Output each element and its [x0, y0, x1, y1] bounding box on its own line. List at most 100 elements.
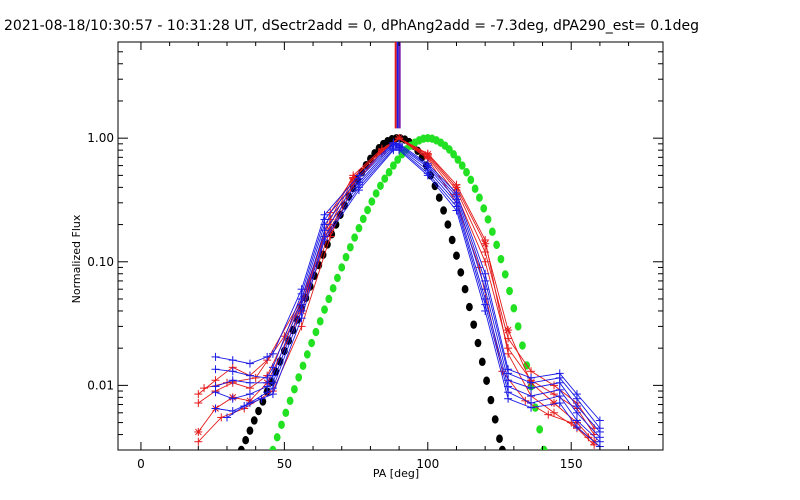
fit-dot — [255, 406, 262, 416]
series-point — [211, 365, 220, 374]
fit-dot — [381, 174, 389, 183]
peak-marker-layer — [394, 42, 401, 129]
series-point — [544, 410, 553, 419]
series-point — [228, 376, 237, 385]
fit-dot — [385, 168, 393, 177]
fit-dot — [242, 436, 250, 445]
fit-dot — [461, 284, 469, 294]
fit-dot — [351, 233, 359, 242]
fit-dot — [483, 376, 490, 385]
fit-dot — [389, 161, 397, 170]
fit-dot — [496, 434, 503, 443]
series-point — [263, 388, 272, 397]
x-tick-label: 50 — [277, 457, 292, 471]
fit-dot — [303, 350, 311, 359]
fit-dot — [448, 235, 456, 245]
series-point — [268, 390, 277, 399]
fit-dot — [536, 425, 544, 434]
series-point — [257, 394, 266, 403]
series-point — [504, 326, 513, 335]
series-point — [504, 369, 513, 378]
fit-dot — [474, 338, 482, 348]
series-point — [245, 359, 254, 368]
series-point — [527, 403, 536, 412]
series-point — [211, 404, 220, 413]
fit-dot — [394, 155, 402, 164]
series-point — [297, 306, 306, 315]
fit-dot — [506, 286, 513, 296]
series-point — [194, 437, 203, 446]
series-point — [452, 180, 461, 189]
fit-dot — [488, 227, 496, 236]
fit-dot — [273, 433, 281, 442]
series-9 — [211, 144, 604, 446]
series-point — [550, 408, 558, 417]
series-point — [297, 314, 306, 323]
series-point — [527, 392, 536, 401]
fit-dot — [484, 215, 492, 224]
fit-dot — [487, 395, 495, 405]
fit-dot — [295, 373, 303, 382]
series-line — [215, 142, 601, 421]
series-point — [555, 399, 564, 408]
plot-border — [117, 41, 664, 451]
fit-dot — [498, 445, 506, 450]
fit-dot — [493, 240, 501, 250]
fit-dot — [491, 415, 499, 424]
fit-dot — [282, 408, 290, 417]
axes-ticks: 0 50 100 150 0.01 0.10 1.00 — [87, 41, 663, 471]
fit-dot — [286, 396, 294, 406]
fit-dot — [465, 302, 473, 312]
fit-dot — [431, 181, 439, 191]
series-point — [268, 349, 277, 358]
fit-dot — [445, 145, 453, 154]
fits-layer — [237, 133, 548, 450]
fit-dot — [540, 445, 548, 450]
fit-dot — [359, 214, 367, 224]
fit-dot — [476, 193, 483, 202]
series-point — [194, 427, 203, 436]
series-point — [245, 390, 254, 399]
fit-curve-1 — [269, 133, 548, 450]
fit-dot — [355, 223, 363, 233]
series-point — [194, 390, 203, 399]
series-point — [320, 236, 329, 245]
fit-dot — [278, 420, 285, 429]
series-0 — [194, 134, 599, 439]
series-point — [555, 378, 564, 387]
series-point — [245, 399, 254, 408]
fit-dot — [312, 327, 320, 337]
fit-dot — [377, 181, 384, 190]
fit-dot — [237, 445, 245, 450]
series-point — [481, 306, 490, 315]
series-point — [194, 399, 203, 408]
fit-dot — [269, 445, 277, 450]
series-point — [228, 394, 237, 403]
fit-dot — [316, 317, 324, 326]
series-point — [521, 396, 530, 405]
series-point — [349, 173, 358, 182]
series-point — [354, 186, 363, 195]
marker-d2 — [550, 399, 558, 407]
series-point — [223, 413, 231, 422]
series-point — [395, 146, 404, 155]
series-5 — [211, 138, 604, 425]
series-point — [245, 378, 254, 387]
fit-dot — [329, 284, 337, 293]
fit-dot — [444, 220, 452, 229]
fit-dot — [368, 197, 376, 206]
fit-dot — [450, 150, 458, 159]
fit-dot — [435, 193, 443, 202]
fit-dot — [364, 205, 371, 215]
y-tick-label: 1.00 — [87, 131, 114, 145]
series-point — [228, 356, 237, 365]
fit-dot — [321, 305, 328, 314]
series-point — [211, 388, 220, 397]
series-line — [226, 149, 601, 447]
fit-dot — [308, 338, 316, 348]
series-point — [550, 381, 558, 390]
fit-dot — [453, 251, 460, 260]
fit-dot — [497, 254, 505, 264]
fit-dot — [458, 161, 466, 170]
